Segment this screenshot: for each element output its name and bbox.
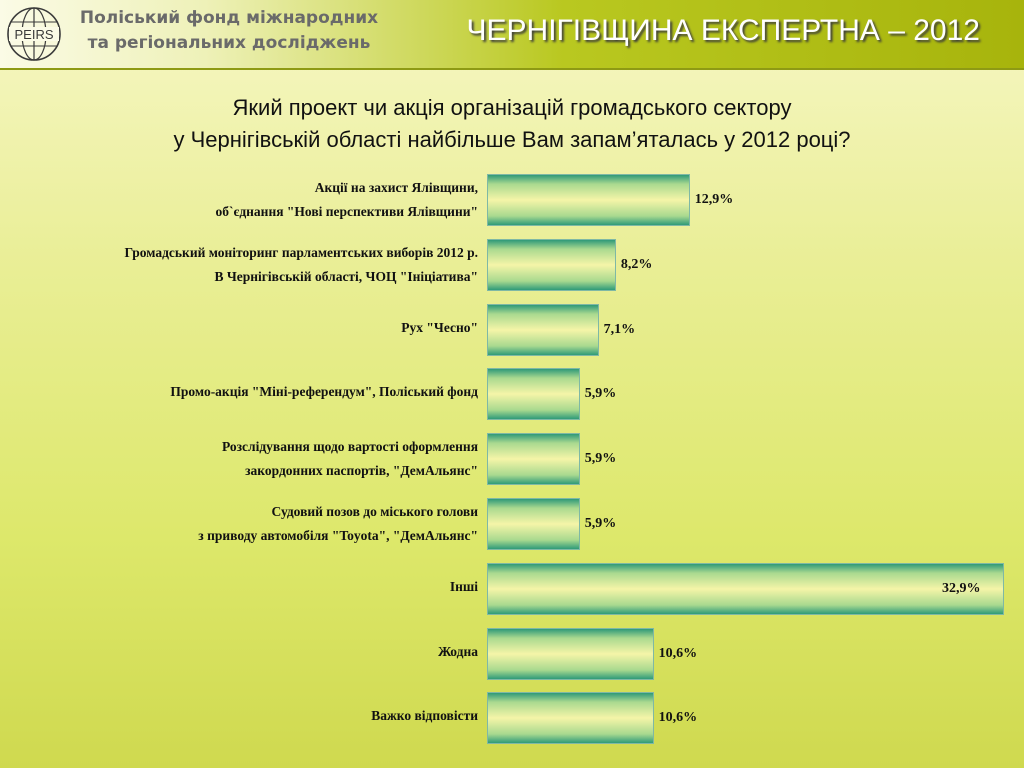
slide-title: ЧЕРНІГІВЩИНА ЕКСПЕРТНА – 2012 [466, 14, 980, 47]
bar-2 [487, 238, 616, 291]
bar-7 [487, 562, 1004, 615]
bar-4 [487, 368, 580, 421]
bar-3 [487, 303, 599, 356]
category-label-line: Промо-акція "Міні-референдум", Поліський… [170, 384, 478, 400]
category-label-line: В Чернігівській області, ЧОЦ "Ініціатива… [214, 268, 478, 284]
category-label-line: Громадський моніторинг парламентських ви… [124, 244, 478, 260]
question-line-2: у Чернігівській області найбільше Вам за… [173, 127, 851, 152]
category-label-line: з приводу автомобіля "Toyota", "ДемАльян… [198, 528, 478, 543]
value-label-2: 8,2% [620, 256, 653, 272]
value-label-6: 5,9% [584, 516, 617, 531]
header-divider [0, 68, 1024, 70]
org-line-1: Поліський фонд міжнародних [79, 8, 379, 28]
category-label-8: Жодна [438, 640, 478, 664]
category-label-2: Громадський моніторинг парламентських ви… [124, 241, 478, 289]
organization-name: Поліський фонд міжнародних та регіональн… [64, 6, 394, 56]
category-label-5: Розслідування щодо вартості оформлення за… [222, 435, 478, 483]
category-label-line: Жодна [437, 643, 478, 659]
bar-8 [487, 627, 654, 680]
category-label-line: Судовий позов до міського голови [271, 504, 478, 519]
category-label-line: Розслідування щодо вартості оформлення [221, 439, 478, 455]
value-label-5: 5,9% [584, 451, 617, 467]
value-label-4: 5,9% [584, 386, 617, 402]
category-label-6: Судовий позов до міського голови з привод… [198, 500, 478, 548]
header-band: PEIRS Поліський фонд міжнародних та регі… [0, 0, 1024, 68]
bar-1 [487, 174, 690, 226]
value-label-7: 32,9% [942, 580, 981, 596]
value-label-8: 10,6% [658, 645, 698, 661]
peirs-logo-icon: PEIRS [7, 7, 61, 61]
category-label-9: Важко відповісти [371, 704, 478, 728]
category-label-line: об`єднання "Нові перспективи Ялівщини" [215, 204, 478, 219]
bar-6 [487, 498, 580, 550]
category-label-4: Промо-акція "Міні-референдум", Поліський… [170, 380, 478, 404]
bar-5 [487, 433, 580, 486]
org-line-2: та регіональних досліджень [87, 33, 371, 53]
value-label-1: 12,9% [694, 192, 734, 207]
category-label-line: Акції на захист Ялівщини, [314, 180, 478, 195]
question-line-1: Який проект чи акція організацій громадс… [232, 95, 792, 120]
category-label-line: закордонних паспортів, "ДемАльянс" [245, 463, 478, 479]
category-label-line: Важко відповісти [371, 708, 478, 724]
chart-question: Який проект чи акція організацій громадс… [0, 92, 1024, 156]
svg-text:PEIRS: PEIRS [14, 27, 53, 42]
category-label-3: Рух "Чесно" [401, 316, 478, 340]
category-label-line: Інші [449, 578, 478, 594]
value-label-9: 10,6% [658, 710, 698, 726]
bar-9 [487, 692, 654, 745]
category-label-7: Інші [450, 575, 478, 599]
category-label-line: Рух "Чесно" [401, 319, 478, 335]
value-label-3: 7,1% [603, 321, 636, 337]
category-label-1: Акції на захист Ялівщини, об`єднання "Нов… [215, 176, 478, 224]
